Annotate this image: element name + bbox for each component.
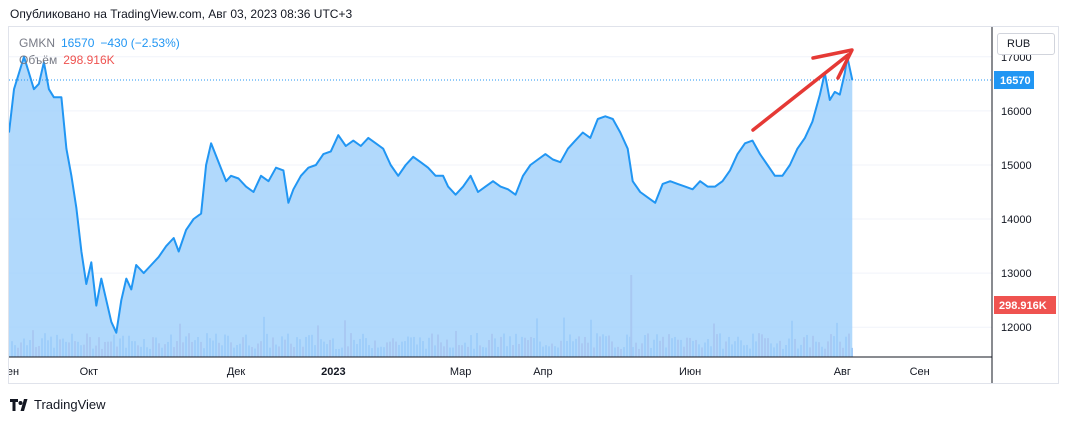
y-tick-label: 12000 [1001, 322, 1032, 334]
price-chart[interactable]: 120001300014000150001600017000СенОктДек2… [9, 27, 1058, 383]
legend-volume-value: 298.916K [63, 53, 115, 67]
y-tick-label: 13000 [1001, 268, 1032, 280]
legend-change: −430 (−2.53%) [100, 36, 180, 50]
chart-panel[interactable]: 120001300014000150001600017000СенОктДек2… [8, 26, 1059, 384]
legend-symbol[interactable]: GMKN [19, 36, 55, 50]
x-tick-label: 2023 [321, 366, 345, 378]
legend-volume-label: Объём [19, 53, 58, 67]
chart-legend: GMKN 16570 −430 (−2.53%) Объём 298.916K [19, 35, 180, 69]
x-tick-label: Июн [679, 366, 701, 378]
brand-footer[interactable]: TradingView [10, 397, 106, 412]
y-tick-label: 14000 [1001, 214, 1032, 226]
currency-button[interactable]: RUB [997, 33, 1055, 55]
price-area [9, 56, 853, 358]
x-tick-label: Мар [450, 366, 472, 378]
x-tick-label: Окт [80, 366, 99, 378]
x-tick-label: Апр [533, 366, 552, 378]
y-tick-label: 16000 [1001, 106, 1032, 118]
x-tick-label: Сен [9, 366, 19, 378]
volume-badge-label: 298.916K [999, 300, 1047, 312]
last-price-label: 16570 [1000, 75, 1031, 87]
published-info: Опубликовано на TradingView.com, Авг 03,… [10, 7, 353, 21]
x-tick-label: Дек [227, 366, 246, 378]
x-tick-label: Сен [910, 366, 930, 378]
brand-name: TradingView [34, 397, 106, 412]
last-price-badge [994, 71, 1034, 90]
price-line [9, 55, 854, 334]
legend-last-price: 16570 [61, 36, 95, 50]
y-tick-label: 15000 [1001, 160, 1032, 172]
tradingview-logo-icon [10, 398, 28, 411]
x-tick-label: Авг [834, 366, 851, 378]
volume-badge [994, 296, 1056, 314]
